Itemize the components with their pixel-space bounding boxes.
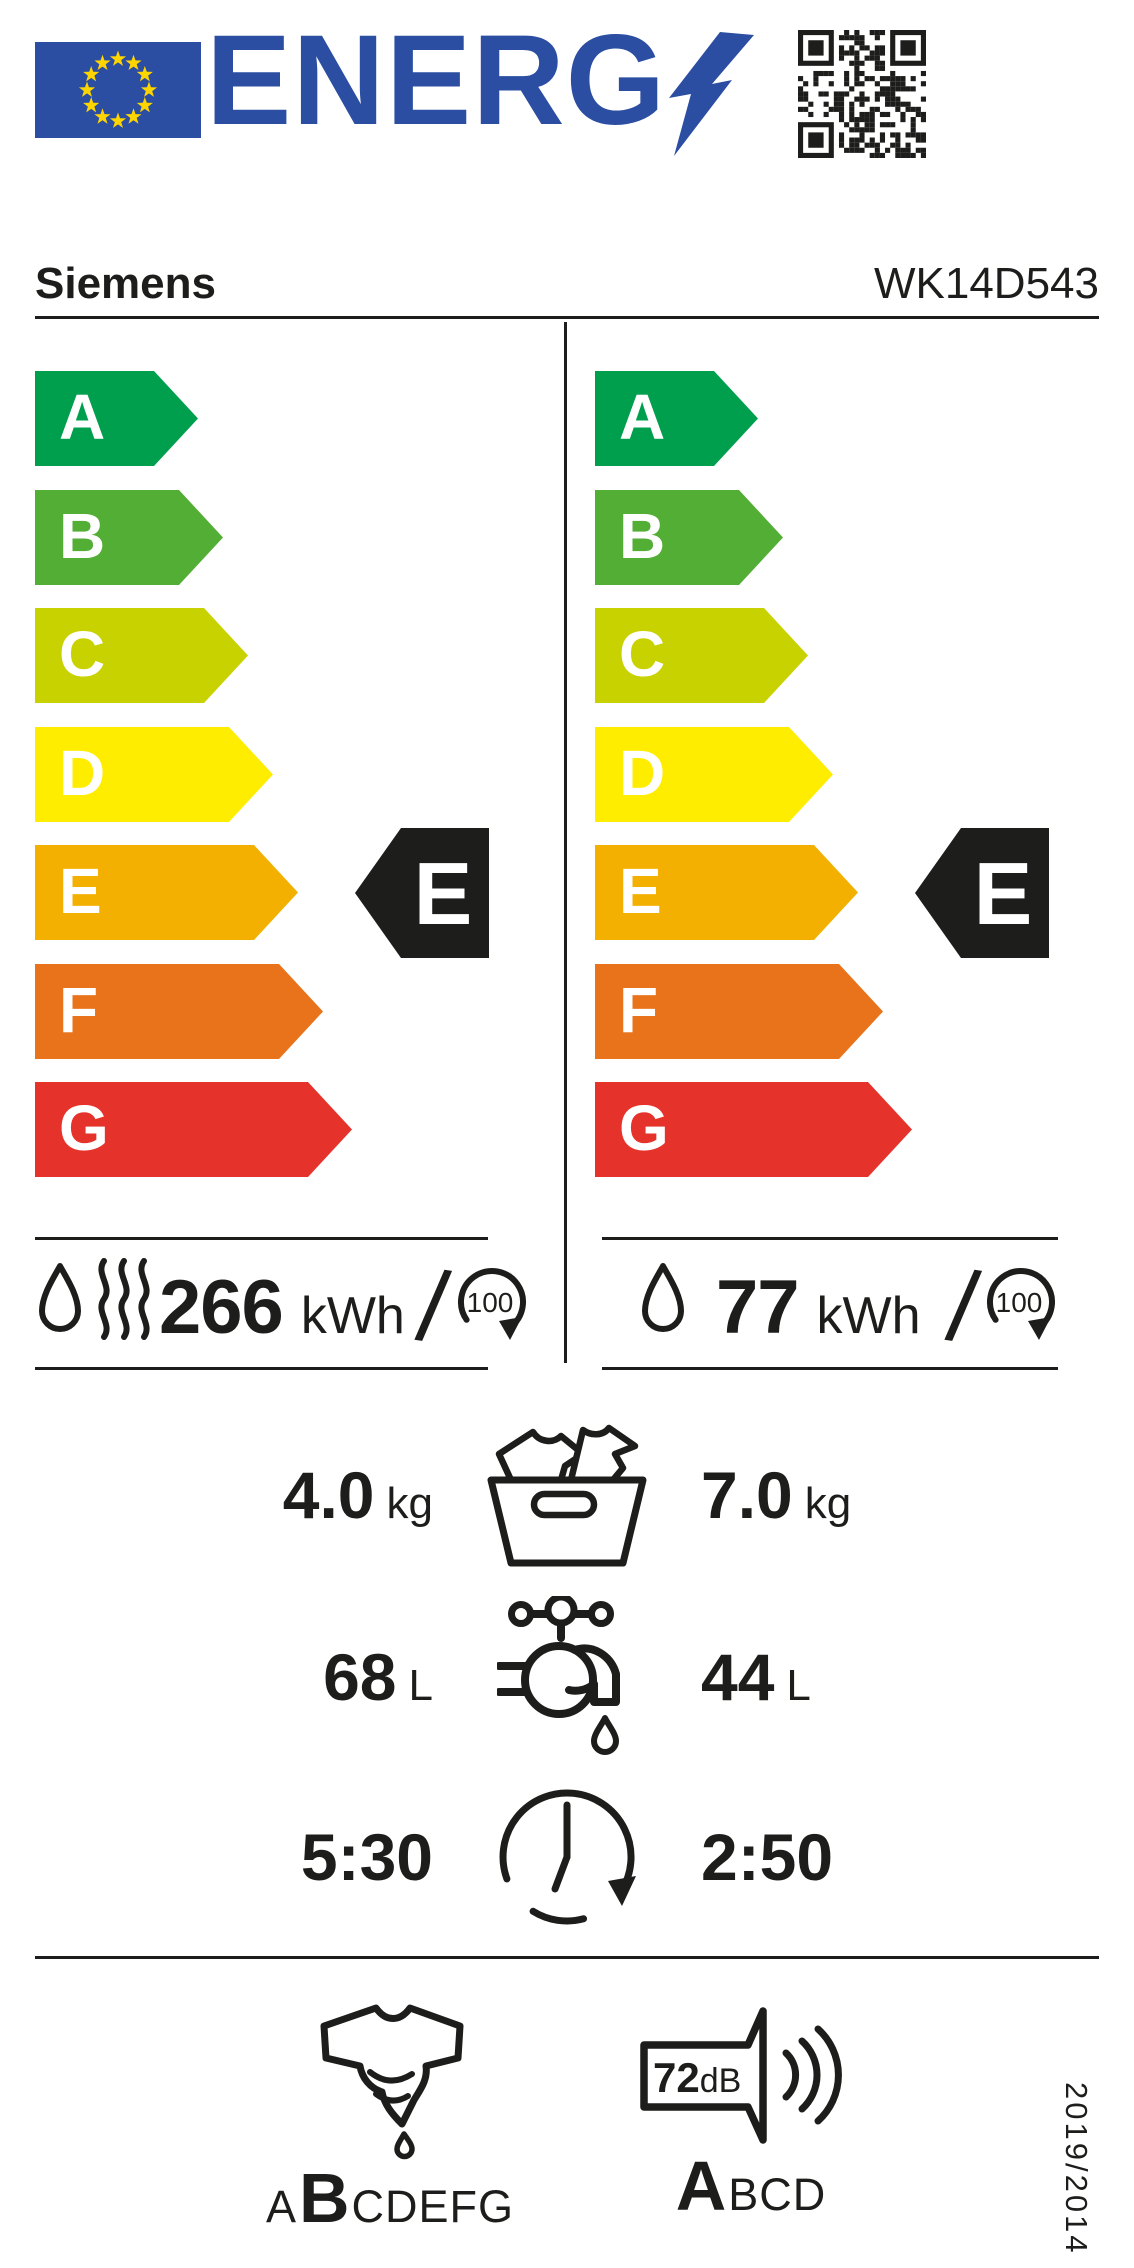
spin-class-prefix: A <box>265 2181 297 2232</box>
energy-value-wash-dry: 266 <box>159 1264 284 1350</box>
energy-consumption-wash: 77 kWh / 100 <box>640 1247 1060 1364</box>
model-number: WK14D543 <box>873 259 1099 308</box>
water-unit: L <box>786 1661 811 1710</box>
class-letter: D <box>59 737 106 809</box>
energy-unit-wash: kWh <box>816 1286 921 1345</box>
class-arrow-f: F <box>595 964 883 1059</box>
energy-value-wash: 77 <box>716 1264 800 1350</box>
per-separator: / <box>940 1249 985 1364</box>
water-wash-dry: 68 <box>323 1640 397 1714</box>
water-drop-icon <box>642 1263 684 1332</box>
water-row: 68 L 44 L <box>120 1582 1014 1772</box>
duration-wash-dry: 5:30 <box>300 1820 433 1894</box>
class-arrow-b: B <box>35 490 223 585</box>
class-letter: B <box>59 500 106 572</box>
water-unit: L <box>408 1661 433 1710</box>
spin-class-rating: B <box>298 2159 350 2237</box>
steam-icon <box>98 1258 150 1340</box>
qr-code <box>798 30 926 158</box>
capacity-wash-dry: 4.0 <box>282 1458 375 1532</box>
header-divider <box>35 316 1099 319</box>
per-100-cycles-icon: 100 <box>457 1268 526 1340</box>
class-arrow-a: A <box>595 371 758 466</box>
lightning-bolt-icon <box>669 32 754 156</box>
class-letter: A <box>619 381 666 453</box>
class-letter: B <box>619 500 666 572</box>
class-letter: D <box>619 737 666 809</box>
rule-right-bottom <box>602 1367 1058 1370</box>
class-letter: G <box>59 1092 109 1164</box>
rating-indicator: E <box>915 828 1049 958</box>
class-letter: F <box>619 974 659 1046</box>
cycles-count: 100 <box>996 1287 1043 1318</box>
spin-class-scale: A B CDEFG <box>240 2158 540 2238</box>
capacity-unit: kg <box>386 1479 433 1528</box>
spin-drying-class: A B CDEFG <box>240 2000 540 2238</box>
brand-name: Siemens <box>35 259 216 308</box>
rule-left-bottom <box>35 1367 488 1370</box>
capacity-unit: kg <box>804 1479 852 1528</box>
class-arrow-f: F <box>35 964 323 1059</box>
class-arrow-a: A <box>35 371 198 466</box>
water-tap-icon <box>497 1596 620 1755</box>
energ-logo-text: ENERG <box>206 9 667 152</box>
class-letter: C <box>59 618 106 690</box>
class-letter: E <box>619 855 662 927</box>
water-drop-icon <box>39 1263 81 1332</box>
capacity-row: 4.0 kg 7.0 kg <box>120 1415 1014 1575</box>
capacity-wash: 7.0 <box>701 1458 793 1532</box>
spin-class-suffix: CDEFG <box>351 2181 515 2232</box>
energy-consumption-wash-dry: 266 kWh / 100 <box>37 1247 531 1364</box>
class-arrow-g: G <box>35 1082 352 1177</box>
class-letter: F <box>59 974 99 1046</box>
rule-right-top <box>602 1237 1058 1240</box>
class-letter: E <box>59 855 102 927</box>
duration-row: 5:30 2:50 <box>120 1772 1014 1942</box>
class-arrow-e: E <box>35 845 298 940</box>
rating-indicator: E <box>355 828 489 958</box>
duration-wash: 2:50 <box>701 1820 834 1894</box>
noise-class-rating: A <box>675 2147 727 2225</box>
class-letter: C <box>619 618 666 690</box>
laundry-basket-icon <box>487 1424 647 1567</box>
regulation-number: 2019/2014 <box>1059 2082 1094 2256</box>
class-arrow-c: C <box>35 608 248 703</box>
per-100-cycles-icon: 100 <box>987 1268 1056 1340</box>
class-arrow-g: G <box>595 1082 912 1177</box>
noise-speaker-icon: 72dB <box>640 2007 842 2144</box>
per-separator: / <box>411 1249 455 1364</box>
noise-value-label: 72dB <box>653 2054 741 2101</box>
column-divider <box>564 322 567 1363</box>
rule-left-top <box>35 1237 488 1240</box>
svg-text:E: E <box>974 844 1033 943</box>
class-arrow-d: D <box>35 727 273 822</box>
noise-class-scale: A BCD <box>600 2146 900 2226</box>
energy-unit-wash-dry: kWh <box>300 1286 405 1345</box>
bottom-divider <box>35 1956 1099 1959</box>
eu-flag-icon <box>35 42 201 138</box>
class-letter: A <box>59 381 106 453</box>
water-wash: 44 <box>701 1640 775 1714</box>
cycles-count: 100 <box>466 1287 513 1318</box>
class-arrow-b: B <box>595 490 783 585</box>
class-arrow-c: C <box>595 608 808 703</box>
svg-text:E: E <box>414 844 473 943</box>
class-arrow-e: E <box>595 845 858 940</box>
class-arrow-d: D <box>595 727 833 822</box>
noise-class-suffix: BCD <box>728 2169 827 2220</box>
spin-drying-icon <box>320 2004 464 2160</box>
cycle-duration-clock-icon <box>499 1789 636 1924</box>
class-letter: G <box>619 1092 669 1164</box>
noise-class: 72dB A BCD <box>600 2003 900 2226</box>
